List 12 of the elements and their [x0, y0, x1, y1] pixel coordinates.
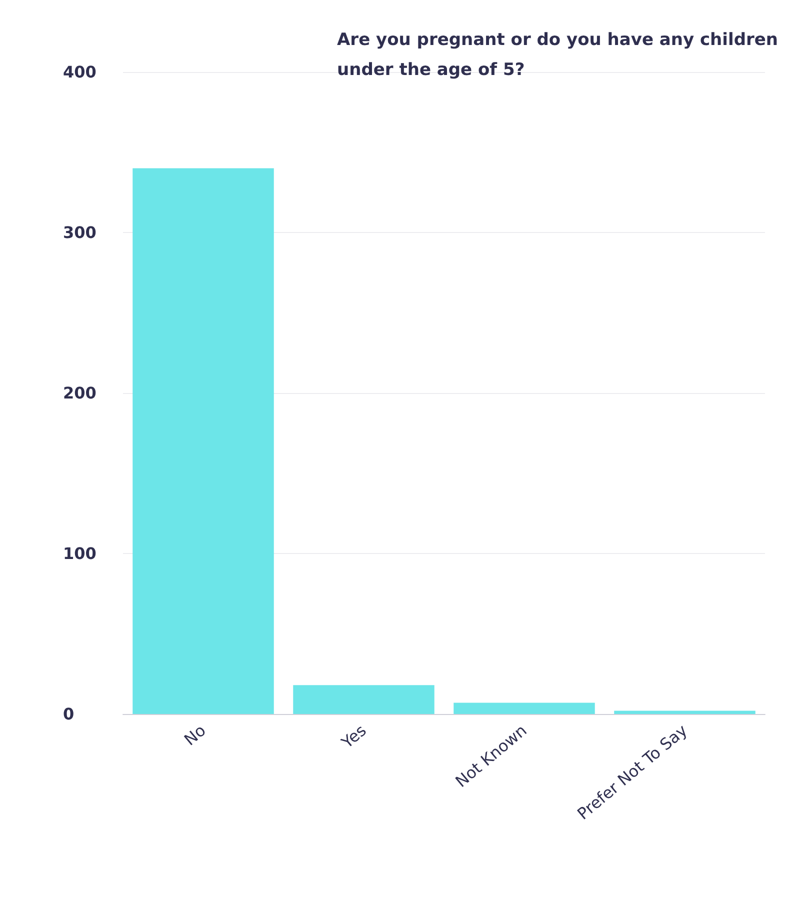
- y-tick-label: 0: [63, 704, 74, 724]
- bar: [293, 685, 434, 714]
- bar: [132, 168, 274, 714]
- chart-title: Are you pregnant or do you have any children under the age of 5?: [337, 30, 778, 80]
- bar: [614, 710, 756, 714]
- y-tick-label: 400: [63, 62, 96, 82]
- x-tick-label: Yes: [337, 720, 370, 753]
- x-tick-label: No: [180, 720, 210, 750]
- y-tick-label: 100: [63, 544, 96, 563]
- y-tick-label: 200: [63, 384, 96, 402]
- y-tick-label: 300: [63, 223, 96, 242]
- bar: [454, 702, 595, 714]
